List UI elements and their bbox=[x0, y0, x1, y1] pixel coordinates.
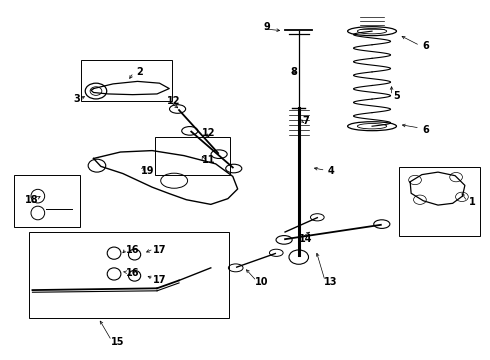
Text: 1: 1 bbox=[469, 197, 476, 207]
Text: 15: 15 bbox=[111, 337, 125, 347]
Text: 18: 18 bbox=[24, 195, 38, 205]
Text: 12: 12 bbox=[201, 129, 215, 138]
Text: 2: 2 bbox=[137, 67, 143, 77]
Text: 5: 5 bbox=[393, 91, 400, 101]
Bar bbox=[28, 232, 229, 318]
Bar bbox=[399, 167, 480, 235]
Text: 9: 9 bbox=[264, 22, 270, 32]
Text: 12: 12 bbox=[168, 96, 181, 106]
Text: 3: 3 bbox=[73, 94, 80, 104]
Text: 8: 8 bbox=[291, 67, 297, 77]
Bar bbox=[81, 60, 172, 101]
Text: 19: 19 bbox=[141, 166, 154, 176]
Text: 13: 13 bbox=[324, 277, 337, 287]
Text: 11: 11 bbox=[201, 155, 215, 165]
Bar bbox=[14, 175, 80, 226]
Text: 6: 6 bbox=[422, 125, 429, 135]
Bar bbox=[155, 137, 230, 175]
Text: 17: 17 bbox=[153, 245, 166, 255]
Text: 14: 14 bbox=[299, 234, 313, 244]
Text: 6: 6 bbox=[422, 41, 429, 50]
Text: 16: 16 bbox=[126, 268, 139, 278]
Text: 10: 10 bbox=[255, 277, 269, 287]
Text: 7: 7 bbox=[303, 116, 310, 126]
Text: 4: 4 bbox=[327, 166, 334, 176]
Text: 16: 16 bbox=[126, 245, 139, 255]
Text: 17: 17 bbox=[153, 275, 166, 285]
